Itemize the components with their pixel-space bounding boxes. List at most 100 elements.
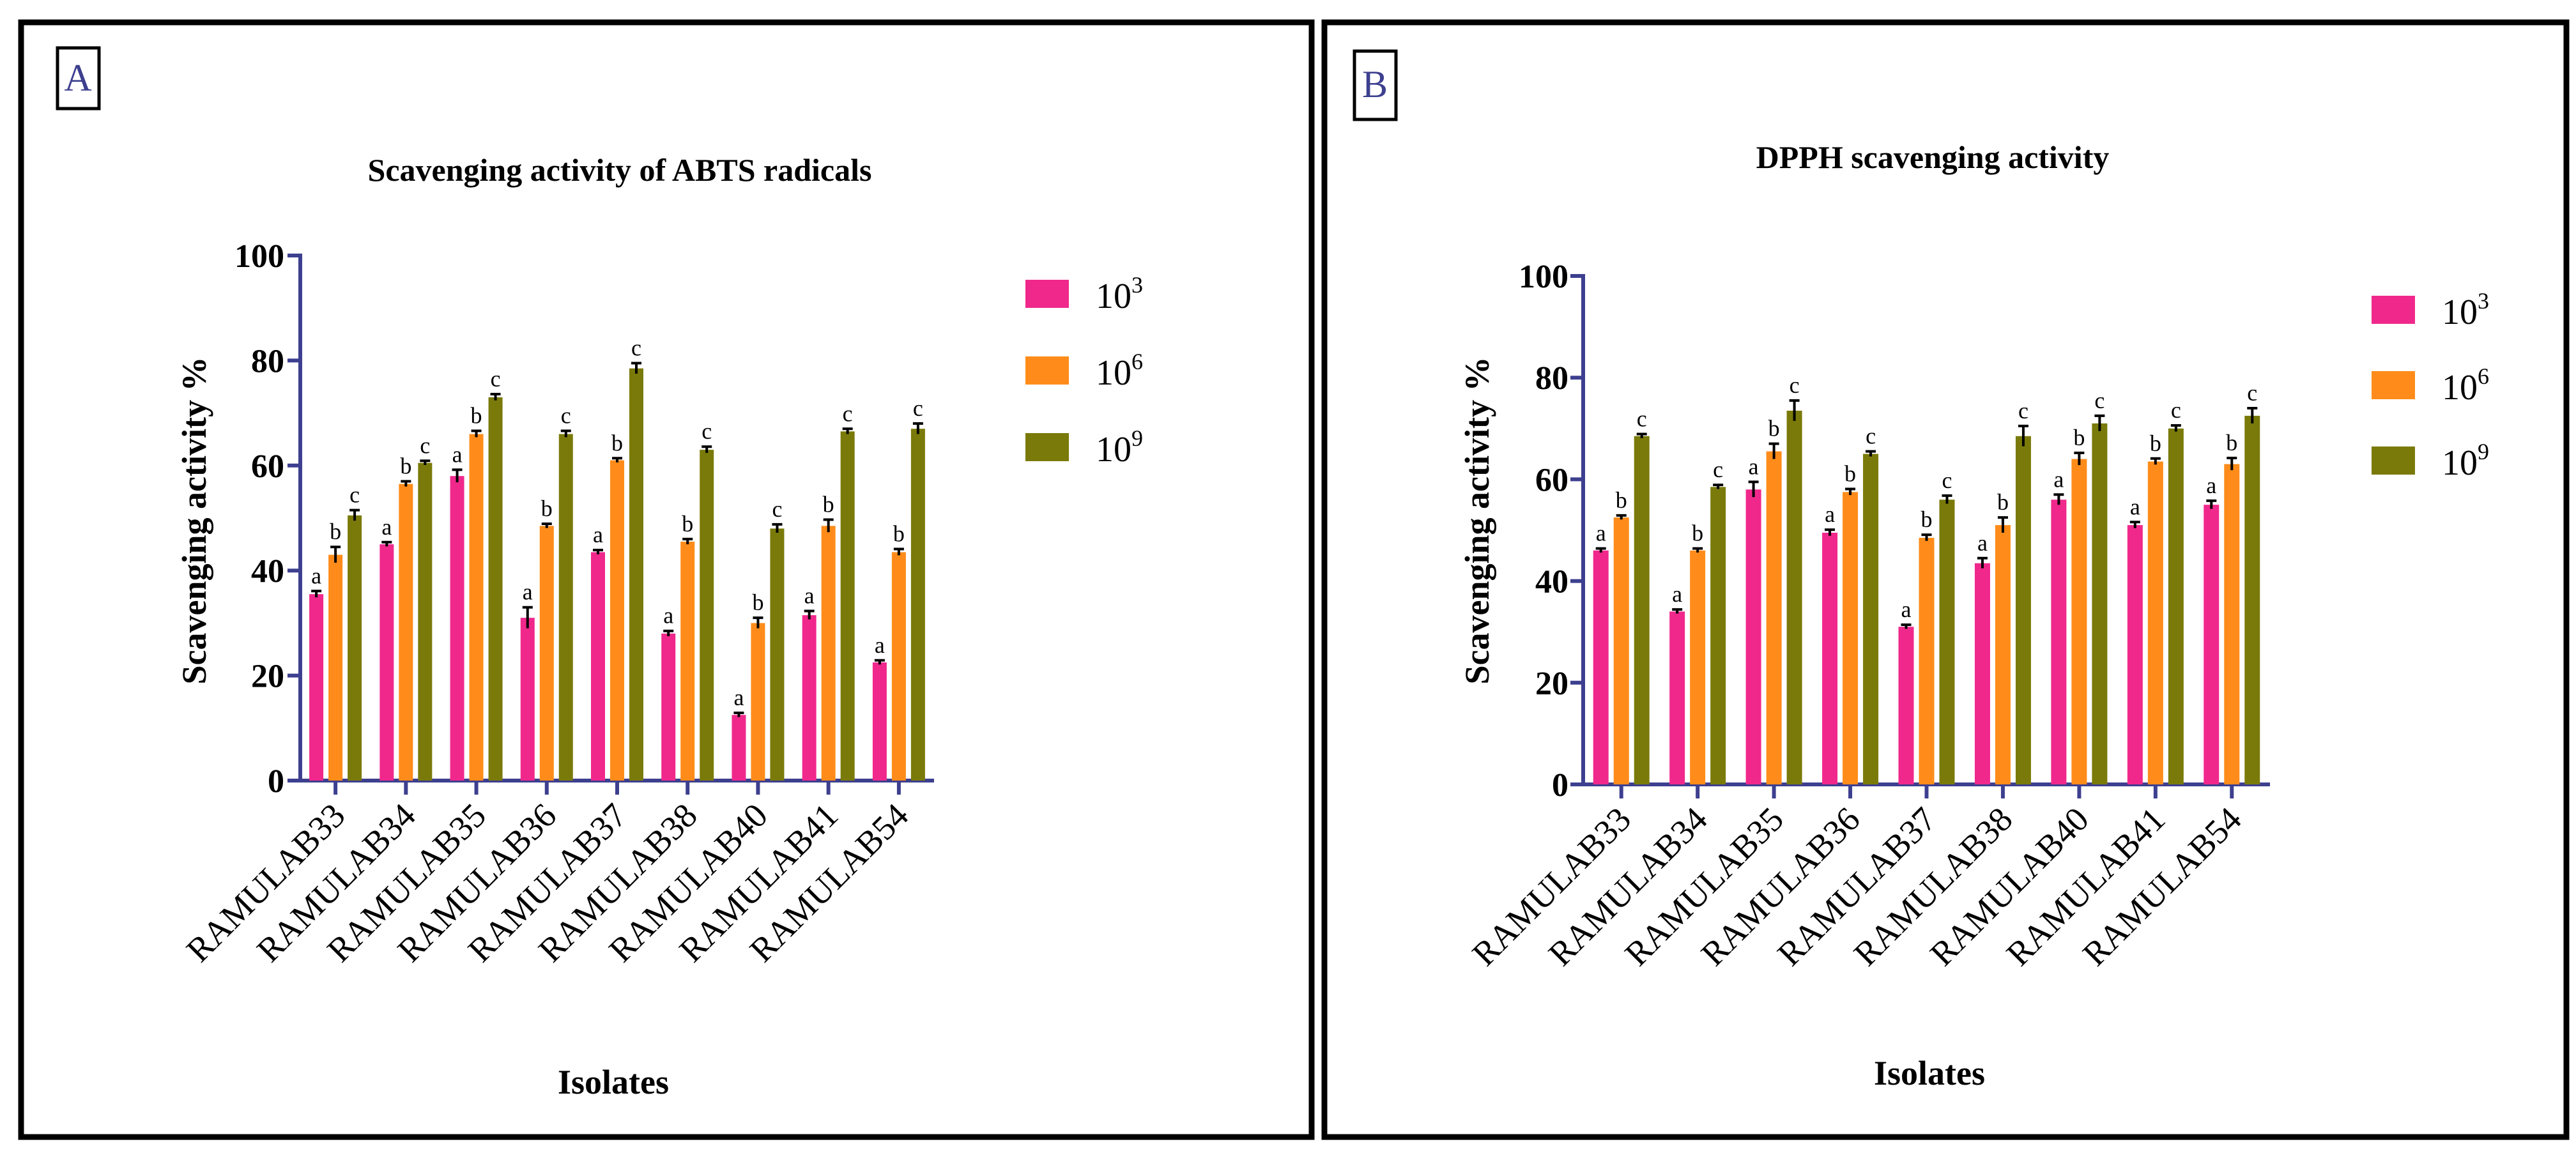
significance-letter: c bbox=[561, 403, 571, 429]
legend-swatch bbox=[1025, 280, 1069, 308]
significance-letter: b bbox=[2226, 430, 2237, 455]
panel-a-chart-title: Scavenging activity of ABTS radicals bbox=[368, 152, 872, 188]
panel-a-frame bbox=[18, 19, 1315, 1140]
significance-letter: b bbox=[1768, 416, 1780, 441]
significance-letter: a bbox=[2206, 473, 2216, 498]
legend-label: 109 bbox=[2442, 439, 2489, 483]
bar bbox=[802, 615, 816, 781]
panel-b-x-axis-title: Isolates bbox=[1874, 1054, 1985, 1092]
significance-letter: c bbox=[2018, 398, 2028, 424]
legend-exponent: 6 bbox=[2478, 363, 2489, 389]
bar bbox=[891, 552, 906, 781]
bar bbox=[821, 526, 836, 781]
bar bbox=[661, 633, 676, 781]
bar bbox=[770, 528, 785, 781]
significance-letter: c bbox=[2247, 380, 2257, 406]
y-tick-label: 100 bbox=[1519, 259, 1568, 295]
legend-label: 106 bbox=[1096, 349, 1143, 393]
significance-letter: b bbox=[893, 521, 905, 546]
bar bbox=[700, 450, 714, 781]
bar bbox=[558, 434, 573, 781]
significance-letter: a bbox=[804, 583, 815, 608]
bar bbox=[629, 368, 643, 781]
significance-letter: b bbox=[400, 453, 411, 478]
bar bbox=[1843, 492, 1859, 784]
bar bbox=[910, 429, 925, 781]
bar bbox=[399, 484, 413, 781]
bar bbox=[520, 618, 535, 781]
bar bbox=[1995, 525, 2011, 784]
bar bbox=[379, 544, 394, 781]
bar bbox=[1766, 451, 1782, 784]
bar bbox=[1919, 537, 1935, 784]
bar bbox=[488, 397, 503, 781]
significance-letter: b bbox=[752, 590, 763, 615]
significance-letter: b bbox=[471, 403, 482, 429]
significance-letter: b bbox=[1616, 487, 1627, 513]
significance-letter: a bbox=[1825, 501, 1835, 527]
significance-letter: c bbox=[1713, 457, 1723, 482]
legend-label: 103 bbox=[1096, 272, 1143, 316]
bar bbox=[2092, 423, 2108, 784]
panel-b-frame bbox=[1321, 19, 2570, 1140]
y-tick-label: 80 bbox=[1535, 360, 1568, 397]
significance-letter: c bbox=[420, 432, 430, 458]
panel-a-plot: 020406080100RAMULAB33RAMULAB34RAMULAB35R… bbox=[179, 238, 934, 970]
significance-letter: a bbox=[1596, 521, 1606, 546]
bar bbox=[751, 623, 765, 781]
bar bbox=[1939, 500, 1955, 784]
bar bbox=[732, 715, 746, 781]
significance-letter: a bbox=[452, 441, 463, 467]
significance-letter: b bbox=[330, 519, 341, 544]
y-tick-label: 60 bbox=[1535, 462, 1568, 498]
significance-letter: b bbox=[1921, 507, 1933, 532]
significance-letter: a bbox=[875, 632, 885, 658]
panel-a-label-box bbox=[56, 46, 101, 111]
significance-letter: a bbox=[523, 579, 533, 605]
bar bbox=[2127, 525, 2143, 784]
legend-swatch bbox=[2372, 371, 2415, 399]
panel-a-legend: 103 106 109 bbox=[1025, 272, 1143, 469]
legend-label: 109 bbox=[1096, 425, 1143, 469]
bar bbox=[2147, 461, 2163, 784]
significance-letter: c bbox=[631, 335, 641, 361]
bar bbox=[1822, 532, 1838, 784]
panel-b-y-axis-title: Scavenging activity % bbox=[1458, 357, 1496, 685]
legend-exponent: 3 bbox=[2478, 288, 2489, 314]
significance-letter: a bbox=[2130, 494, 2140, 519]
bar bbox=[348, 515, 362, 781]
bar bbox=[309, 594, 324, 781]
panel-b-chart-title: DPPH scavenging activity bbox=[1756, 139, 2110, 175]
panel-b-plot: 020406080100RAMULAB33RAMULAB34RAMULAB35R… bbox=[1465, 259, 2270, 973]
panel-a-y-axis-title: Scavenging activity % bbox=[175, 357, 213, 685]
significance-letter: a bbox=[1749, 454, 1759, 479]
bar bbox=[469, 434, 484, 781]
significance-letter: c bbox=[913, 395, 923, 421]
significance-letter: c bbox=[491, 366, 501, 392]
significance-letter: c bbox=[772, 496, 782, 522]
bar bbox=[1613, 517, 1629, 784]
significance-letter: b bbox=[2073, 425, 2085, 450]
bar bbox=[1786, 410, 1802, 784]
y-tick-label: 80 bbox=[251, 343, 284, 379]
significance-letter: a bbox=[733, 685, 744, 710]
significance-letter: a bbox=[1977, 530, 1988, 556]
significance-letter: b bbox=[541, 496, 553, 521]
significance-letter: b bbox=[1692, 521, 1703, 546]
bar bbox=[418, 462, 433, 781]
significance-letter: a bbox=[311, 563, 321, 588]
significance-letter: a bbox=[593, 522, 603, 547]
significance-letter: c bbox=[1790, 372, 1800, 398]
bar bbox=[1745, 489, 1761, 784]
legend-swatch bbox=[2372, 296, 2415, 324]
y-tick-label: 20 bbox=[251, 659, 284, 695]
legend-swatch bbox=[1025, 433, 1069, 461]
legend-exponent: 3 bbox=[1131, 272, 1143, 298]
legend-exponent: 9 bbox=[1131, 425, 1143, 451]
significance-letter: c bbox=[1942, 468, 1952, 493]
significance-letter: c bbox=[2094, 388, 2104, 413]
significance-letter: c bbox=[702, 418, 712, 444]
bar bbox=[2224, 464, 2240, 784]
bar bbox=[610, 460, 624, 781]
